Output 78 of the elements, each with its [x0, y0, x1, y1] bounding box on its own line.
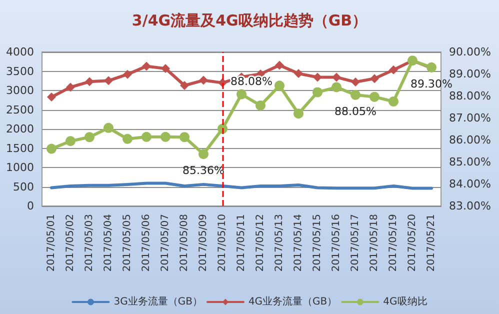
x-tick-label: 2017/05/17 — [350, 214, 361, 272]
point — [198, 149, 208, 160]
point — [370, 92, 380, 102]
point — [104, 76, 113, 86]
legend-label: 4G吸纳比 — [383, 296, 428, 308]
x-tick-label: 2017/05/16 — [331, 214, 342, 272]
x-tick-label: 2017/05/08 — [179, 214, 190, 272]
point — [47, 92, 56, 102]
point — [236, 89, 246, 100]
x-tick-label: 2017/05/03 — [84, 214, 95, 272]
x-tick-label: 2017/05/14 — [293, 214, 304, 272]
point — [199, 76, 208, 85]
x-tick-label: 2017/05/15 — [312, 214, 323, 272]
x-tick-label: 2017/05/20 — [407, 214, 418, 272]
y2-tick-label: 84.00% — [449, 178, 491, 190]
point — [312, 87, 322, 98]
y2-tick-label: 88.00% — [449, 90, 491, 102]
y-tick-label: 0 — [27, 200, 34, 212]
point — [160, 132, 170, 142]
point — [66, 136, 76, 146]
data-label: 85.36% — [182, 164, 224, 178]
x-tick-label: 2017/05/05 — [122, 214, 133, 272]
data-label: 88.08% — [230, 75, 272, 88]
y-tick-label: 2000 — [6, 122, 34, 136]
point — [104, 122, 114, 133]
data-label: 88.05% — [334, 104, 376, 118]
x-tick-label: 2017/05/04 — [103, 214, 114, 272]
x-tick-label: 2017/05/18 — [369, 214, 380, 272]
point — [370, 74, 379, 84]
x-tick-label: 2017/05/12 — [255, 214, 266, 272]
x-tick-label: 2017/05/10 — [217, 214, 228, 272]
point — [85, 77, 94, 86]
point — [350, 90, 360, 100]
point — [388, 96, 398, 106]
x-tick-label: 2017/05/02 — [65, 214, 76, 272]
y-tick-label: 1500 — [6, 142, 34, 155]
point — [180, 132, 190, 142]
y-tick-label: 1000 — [6, 161, 34, 174]
legend-label: 4G业务流量（GB） — [248, 296, 338, 308]
point — [142, 62, 151, 71]
x-tick-label: 2017/05/11 — [236, 214, 247, 272]
point — [46, 144, 56, 154]
point — [66, 82, 75, 92]
point — [332, 82, 342, 92]
point — [180, 80, 189, 90]
y2-tick-label: 90.00% — [449, 46, 491, 58]
y-tick-label: 4000 — [6, 46, 34, 58]
x-tick-label: 2017/05/13 — [274, 214, 285, 272]
y-tick-label: 500 — [13, 180, 34, 194]
x-tick-label: 2017/05/01 — [46, 214, 57, 272]
y2-tick-label: 86.00% — [449, 134, 491, 146]
y2-tick-label: 85.00% — [449, 156, 491, 168]
point — [142, 132, 152, 142]
point — [389, 65, 398, 74]
x-tick-label: 2017/05/06 — [141, 214, 152, 272]
x-tick-label: 2017/05/21 — [426, 214, 437, 272]
legend-label: 3G业务流量（GB） — [114, 296, 202, 308]
point — [294, 69, 303, 78]
point — [274, 80, 284, 91]
y2-tick-label: 87.00% — [449, 112, 491, 124]
y-tick-label: 2500 — [6, 103, 34, 116]
point — [161, 64, 170, 74]
x-tick-label: 2017/05/09 — [198, 214, 209, 272]
x-tick-label: 2017/05/07 — [160, 214, 171, 272]
point — [332, 72, 341, 82]
point — [256, 100, 266, 110]
chart-title: 3/4G流量及4G吸纳比趋势（GB） — [132, 12, 368, 30]
x-tick-label: 2017/05/19 — [388, 214, 399, 272]
y2-tick-label: 83.00% — [449, 200, 491, 212]
point — [84, 132, 94, 142]
y-tick-label: 3500 — [6, 64, 34, 78]
point — [122, 134, 132, 144]
point — [294, 108, 304, 119]
point — [123, 70, 132, 79]
point — [313, 72, 322, 82]
point — [351, 78, 360, 87]
point — [275, 60, 284, 70]
y-tick-label: 3000 — [6, 84, 34, 97]
